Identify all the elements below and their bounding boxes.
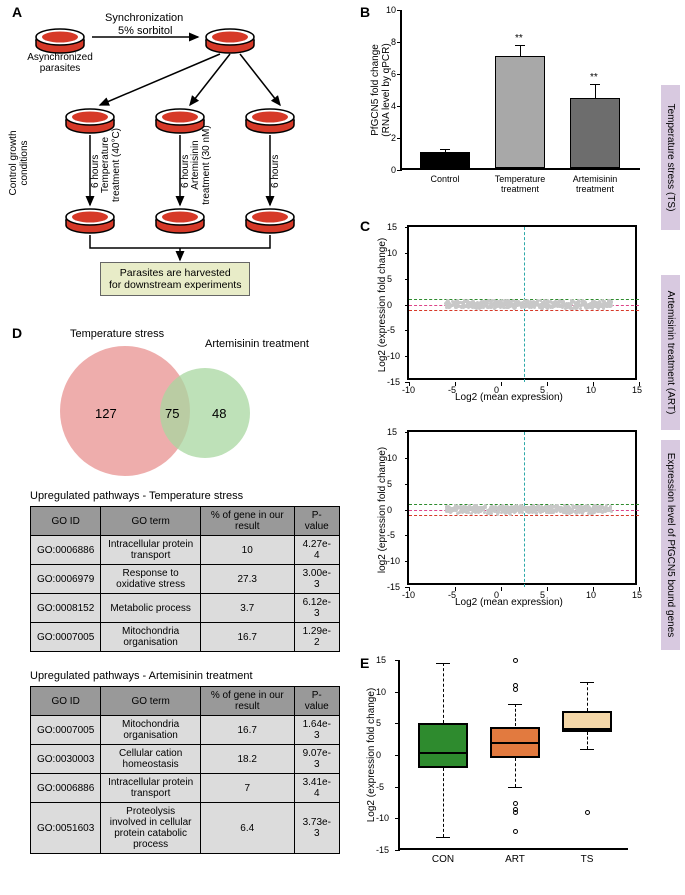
scatter-2-side: Artemisinin treatment (ART) [661, 275, 680, 430]
bar-0 [420, 152, 470, 168]
bar-ylabel: PfGCN5 fold change (RNA level by qPCR) [370, 20, 392, 160]
cell: 9.07e-3 [294, 745, 340, 774]
venn-left-title: Temperature stress [70, 328, 164, 340]
cell: Proteolysis involved in cellular protein… [101, 803, 201, 854]
async-label: Asynchronized parasites [20, 52, 100, 74]
panel-b-barchart: PfGCN5 fold change (RNA level by qPCR) 0… [360, 10, 660, 210]
branch-2: Artemisinin treatment (30 nM) [190, 125, 212, 205]
scatter-2: -10-5051015-15-10-5051015 [407, 430, 637, 585]
cell: 7 [200, 774, 294, 803]
col-header: P-value [294, 507, 340, 536]
box-axes: -15-10-5051015CONARTTS [398, 660, 628, 850]
cell: 3.41e-4 [294, 774, 340, 803]
sorbitol-label: 5% sorbitol [118, 25, 172, 37]
cell: 18.2 [200, 745, 294, 774]
dur-2: 6 hours [270, 155, 281, 188]
cell: Mitochondria organisation [101, 623, 201, 652]
col-header: GO term [101, 507, 201, 536]
cell: Mitochondria organisation [101, 716, 201, 745]
cell: Intracellular protein transport [101, 774, 201, 803]
cell: 4.27e-4 [294, 536, 340, 565]
cell: 10 [200, 536, 294, 565]
cell: GO:0007005 [31, 623, 101, 652]
venn-right-n: 48 [212, 406, 226, 421]
col-header: GO ID [31, 687, 101, 716]
col-header: GO term [101, 687, 201, 716]
cell: GO:0007005 [31, 716, 101, 745]
cell: 3.73e-3 [294, 803, 340, 854]
box-side: Expression level of PfGCN5 bound genes [661, 440, 680, 650]
cell: 1.64e-3 [294, 716, 340, 745]
scatter-2-wrap: log2 (epression fold change) -10-5051015… [385, 430, 615, 585]
cell: Intracellular protein transport [101, 536, 201, 565]
harvest-box: Parasites are harvested for downstream e… [100, 262, 250, 296]
bar-2 [570, 98, 620, 168]
col-header: % of gene in our result [200, 507, 294, 536]
cell: Metabolic process [101, 594, 201, 623]
scatter-1-xlabel: Log2 (mean expression) [455, 392, 563, 403]
col-header: % of gene in our result [200, 687, 294, 716]
col-header: P-value [294, 687, 340, 716]
col-header: GO ID [31, 507, 101, 536]
cell: 6.4 [200, 803, 294, 854]
venn-right-title: Artemisinin treatment [205, 338, 309, 350]
branch-1: Temperature treatment (40°C) [100, 125, 122, 205]
cell: 3.7 [200, 594, 294, 623]
panel-e-boxplot: Log2 (expression fold change) -15-10-505… [360, 660, 660, 880]
bar-1 [495, 56, 545, 168]
cell: GO:0006979 [31, 565, 101, 594]
panel-c-label: C [360, 218, 370, 234]
venn-mid-n: 75 [165, 406, 179, 421]
panel-d: Temperature stress Artemisinin treatment… [30, 328, 340, 854]
panel-a-flowchart: Synchronization 5% sorbitol Asynchronize… [20, 10, 340, 300]
panel-d-label: D [12, 325, 22, 341]
cell: Cellular cation homeostasis [101, 745, 201, 774]
cell: GO:0006886 [31, 536, 101, 565]
cell: 6.12e-3 [294, 594, 340, 623]
go-table-1: GO IDGO term% of gene in our resultP-val… [30, 506, 340, 652]
cell: 3.00e-3 [294, 565, 340, 594]
cell: GO:0006886 [31, 774, 101, 803]
cell: Response to oxidative stress [101, 565, 201, 594]
cell: 16.7 [200, 623, 294, 652]
bar-axes: 0246810Control**Temperature treatment**A… [400, 10, 640, 170]
scatter-1-side: Temperature stress (TS) [661, 85, 680, 230]
table2-title: Upregulated pathways - Artemisinin treat… [30, 670, 340, 682]
cell: GO:0030003 [31, 745, 101, 774]
cell: GO:0008152 [31, 594, 101, 623]
table1-title: Upregulated pathways - Temperature stres… [30, 490, 340, 502]
scatter-2-xlabel: Log2 (mean expression) [455, 597, 563, 608]
scatter-1: -10-5051015-15-10-5051015 [407, 225, 637, 380]
scatter-1-wrap: Log2 (expression fold change) -10-505101… [385, 225, 615, 380]
venn-left-n: 127 [95, 406, 117, 421]
cell: 1.29e-2 [294, 623, 340, 652]
cell: 16.7 [200, 716, 294, 745]
sync-label: Synchronization [105, 12, 183, 24]
cell: GO:0051603 [31, 803, 101, 854]
go-table-2: GO IDGO term% of gene in our resultP-val… [30, 686, 340, 854]
cell: 27.3 [200, 565, 294, 594]
venn-wrap: Temperature stress Artemisinin treatment… [30, 328, 340, 478]
branch-0: Control growth conditions [8, 128, 30, 198]
